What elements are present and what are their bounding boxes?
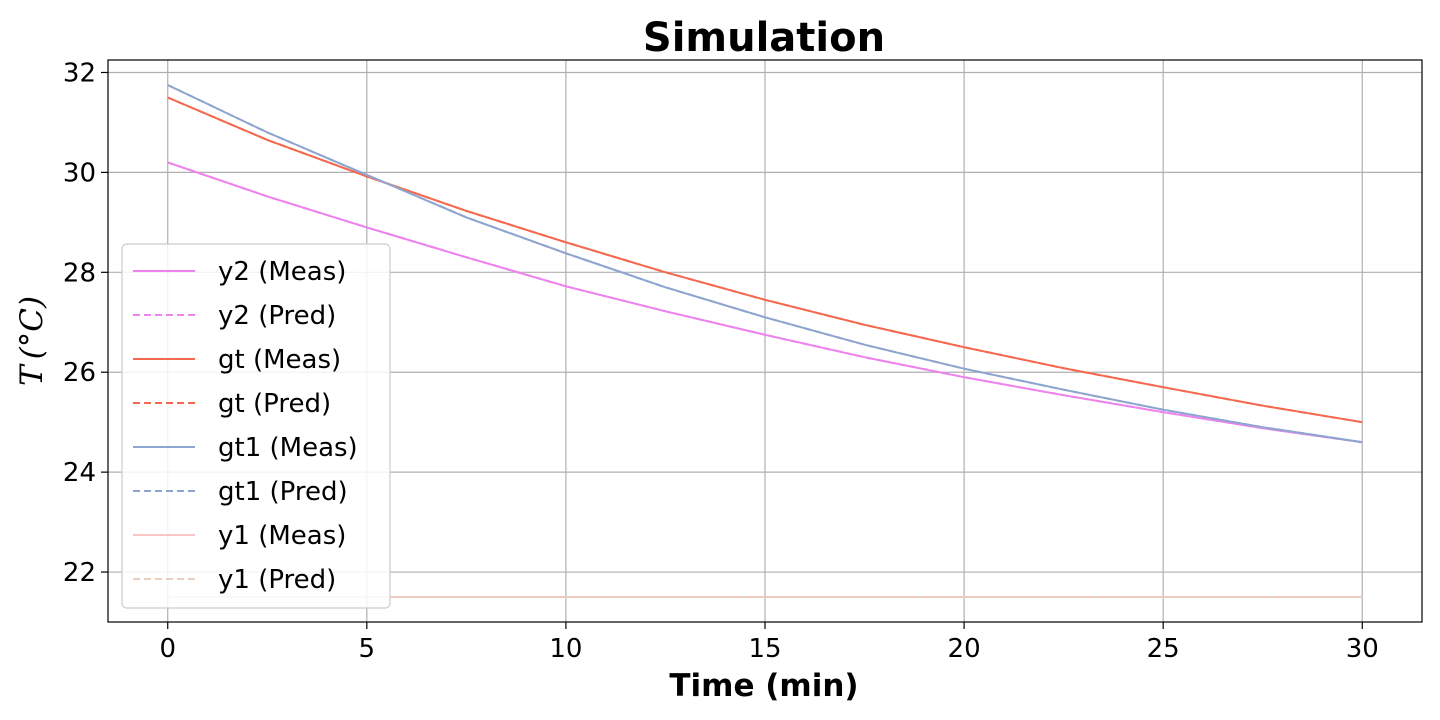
legend: y2 (Meas) y2 (Pred) gt (Meas) gt (Pred) gt1 …: [121, 243, 391, 609]
y-tick-label: 30: [63, 158, 96, 188]
x-tick-label: 10: [549, 634, 582, 664]
legend-box: [121, 243, 391, 609]
legend-label-y2-meas: y2 (Meas): [218, 257, 346, 287]
series-line-gt-pred: [167, 96, 1363, 424]
x-tick-label: 25: [1147, 634, 1180, 664]
y-tick-label: 22: [63, 558, 96, 588]
series-line-gt1-pred: [167, 84, 1363, 444]
chart-title: Simulation: [643, 15, 885, 61]
x-tick-label: 15: [748, 634, 781, 664]
y-axis-label: T (°C): [14, 296, 50, 386]
series-line-y2-pred: [167, 161, 1363, 444]
x-tick-label: 0: [159, 634, 176, 664]
legend-label-y1-meas: y1 (Meas): [218, 521, 346, 551]
y-tick-label: 24: [63, 458, 96, 488]
y-tick-label: 28: [63, 258, 96, 288]
y-axis-label-symbol: T: [14, 363, 50, 386]
axis-ticks: 0 5 10 15 20 25 30 22 24 26 28 30 32: [63, 58, 1379, 664]
legend-label-gt1-meas: gt1 (Meas): [218, 433, 358, 463]
y-axis-label-unit: (°C): [14, 296, 50, 359]
x-axis-label: Time (min): [669, 668, 858, 704]
series-group: [167, 84, 1363, 598]
legend-label-gt1-pred: gt1 (Pred): [218, 477, 348, 507]
y-tick-label: 26: [63, 358, 96, 388]
legend-label-gt-pred: gt (Pred): [218, 389, 331, 419]
legend-label-gt-meas: gt (Meas): [218, 345, 341, 375]
legend-label-y2-pred: y2 (Pred): [218, 301, 336, 331]
x-tick-label: 5: [359, 634, 376, 664]
x-tick-label: 30: [1346, 634, 1379, 664]
y-tick-label: 32: [63, 58, 96, 88]
legend-label-y1-pred: y1 (Pred): [218, 565, 336, 595]
x-tick-label: 20: [948, 634, 981, 664]
